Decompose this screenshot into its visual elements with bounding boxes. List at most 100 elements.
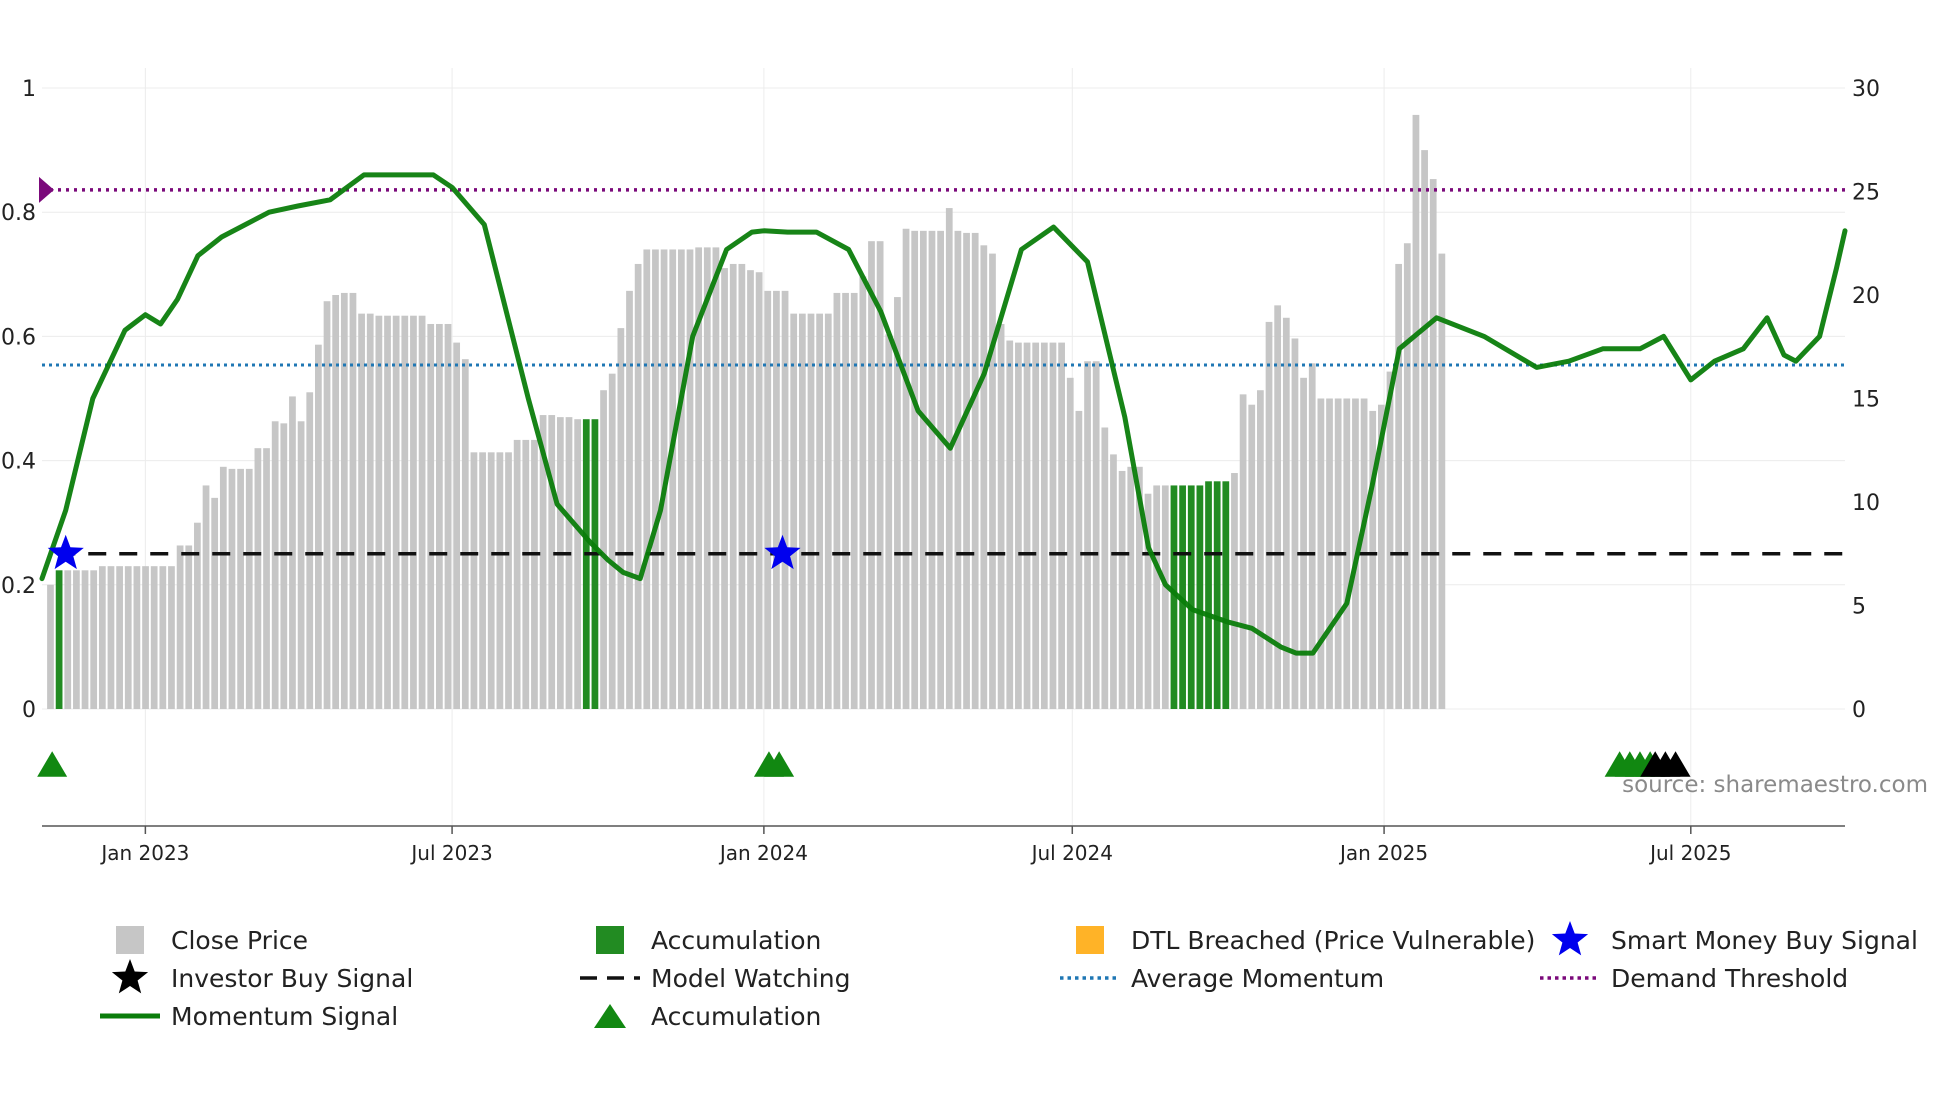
close-price-bar: [790, 313, 798, 709]
close-price-bar: [1412, 114, 1420, 709]
close-price-bar: [1248, 404, 1256, 709]
close-price-bar: [643, 249, 651, 709]
legend: Close Price Accumulation DTL Breached (Pri…: [100, 921, 1918, 1031]
right-axis-tick: 25: [1852, 181, 1880, 206]
close-price-bar: [461, 359, 469, 709]
accumulation-bar: [1205, 481, 1212, 709]
close-price-bar: [392, 315, 400, 709]
close-price-bar: [617, 328, 625, 709]
close-price-bar: [436, 323, 443, 709]
close-price-bar: [729, 263, 737, 709]
close-price-bar: [479, 452, 486, 709]
close-price-bar: [997, 323, 1005, 709]
close-price-bar: [773, 290, 780, 709]
close-price-bar: [176, 545, 184, 709]
close-price-bar: [133, 566, 141, 709]
close-price-bar: [945, 208, 953, 709]
close-price-bar: [652, 249, 659, 709]
close-price-bar: [81, 570, 89, 709]
accumulation-bar: [1196, 485, 1204, 709]
close-price-bar: [1300, 377, 1307, 709]
close-price-bar: [738, 263, 746, 709]
close-price-bar: [807, 313, 815, 709]
close-price-bar: [237, 468, 244, 709]
legend-label: Model Watching: [651, 964, 851, 993]
close-price-bar: [1343, 398, 1351, 709]
legend-label: Close Price: [171, 926, 308, 955]
legend-label: Accumulation: [651, 1002, 821, 1031]
close-price-bar: [219, 466, 227, 709]
close-price-bar: [349, 292, 357, 709]
close-price-bar: [90, 570, 98, 709]
black-star-icon: [111, 959, 149, 994]
close-price-bar: [1032, 342, 1040, 709]
close-price-bar: [902, 228, 910, 709]
x-axis-tick-label: Jan 2025: [1338, 841, 1428, 865]
close-price-bar: [107, 566, 115, 709]
close-price-bar: [1040, 342, 1048, 709]
close-price-bar: [963, 232, 970, 709]
close-price-bar: [254, 448, 262, 709]
close-price-bar: [1058, 342, 1065, 709]
close-price-bar: [289, 396, 296, 709]
close-price-bar: [556, 417, 564, 709]
close-price-bar: [1110, 454, 1117, 709]
close-price-bar: [315, 344, 322, 709]
close-price-bar: [833, 292, 841, 709]
close-price-bar: [1239, 394, 1247, 709]
close-price-bar: [211, 497, 219, 709]
close-price-bar: [1049, 342, 1057, 709]
smart-money-star: [47, 534, 84, 570]
accumulation-marker: [37, 751, 68, 777]
accumulation-bar: [1187, 485, 1195, 709]
close-price-bar: [185, 545, 193, 709]
close-price-bar: [1257, 390, 1264, 709]
close-price-bar: [323, 301, 331, 709]
close-price-bar: [64, 570, 72, 709]
legend-label: Demand Threshold: [1611, 964, 1848, 993]
close-price-bar: [401, 315, 409, 709]
close-price-bar: [539, 415, 547, 709]
close-price-bar: [245, 468, 253, 709]
demand-threshold-marker: [39, 176, 54, 203]
legend-label: Accumulation: [651, 926, 821, 955]
accumulation-bar: [1170, 485, 1178, 709]
close-price-bar: [1369, 410, 1377, 709]
close-price-bar: [487, 452, 495, 709]
close-price-bar: [954, 230, 962, 709]
accumulation-bar: [55, 570, 63, 709]
close-price-bar: [1403, 243, 1411, 709]
legend-label: Investor Buy Signal: [171, 964, 413, 993]
close-price-bar: [1144, 493, 1152, 709]
close-price-bar: [410, 315, 417, 709]
accumulation-bar: [582, 419, 590, 709]
close-price-bar: [1274, 305, 1282, 709]
close-price-bar: [332, 295, 340, 709]
close-price-bar: [1127, 466, 1135, 709]
accumulation-bar: [1222, 481, 1230, 709]
close-price-bar: [1265, 321, 1273, 709]
close-price-bar: [513, 439, 521, 709]
orange-square-icon: [1076, 926, 1104, 954]
close-price-bar: [1378, 404, 1385, 709]
x-axis-tick-label: Jul 2025: [1648, 841, 1731, 865]
close-price-bar: [885, 334, 893, 709]
close-price-bar: [194, 522, 201, 709]
close-price-bar: [850, 292, 858, 709]
close-price-bar: [522, 439, 530, 709]
close-price-bar: [669, 249, 677, 709]
close-price-bar: [686, 249, 694, 709]
close-price-bar: [695, 247, 703, 709]
close-price-bar: [124, 566, 132, 709]
close-price-bar: [306, 392, 314, 709]
blue-star-icon: [1551, 921, 1589, 956]
accumulation-marker: [764, 751, 795, 777]
gray-square-icon: [116, 926, 144, 954]
close-price-bar: [1282, 317, 1290, 709]
close-price-bar: [375, 315, 383, 709]
left-axis-tick: 0: [22, 698, 36, 723]
close-price-bar: [747, 270, 754, 709]
close-price-bar: [971, 232, 979, 709]
close-price-bar: [876, 241, 884, 709]
